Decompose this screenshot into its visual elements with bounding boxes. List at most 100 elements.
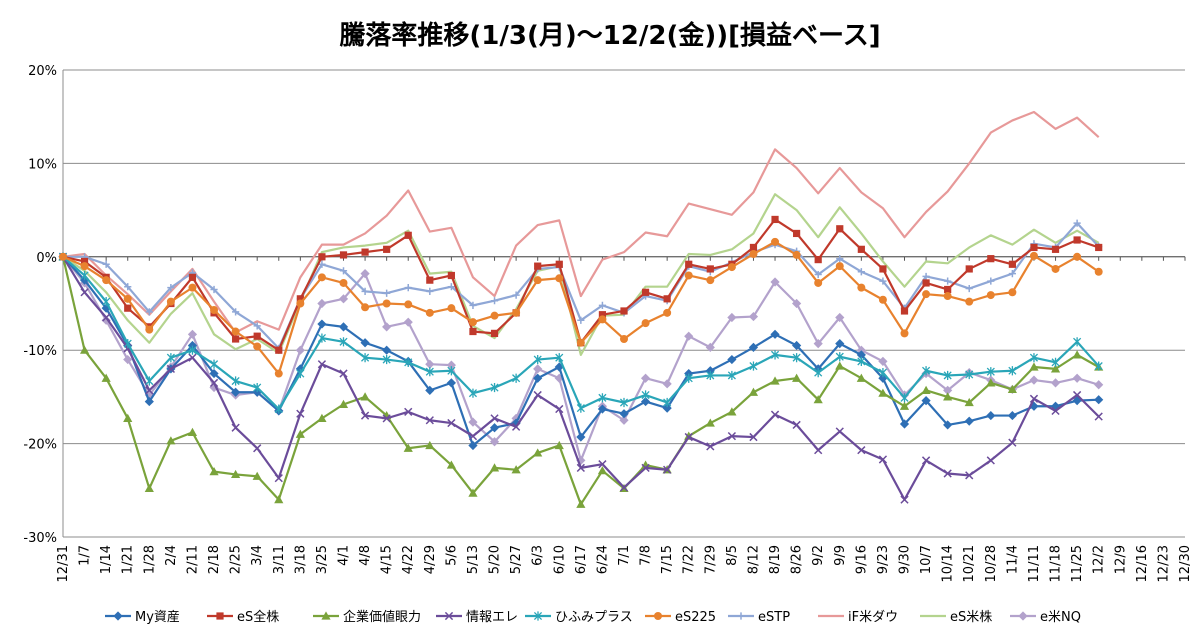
data-point [856,373,866,382]
data-point [662,379,672,389]
data-point [295,345,305,355]
x-tick-label: 9/9 [833,545,848,566]
series-2 [59,215,1103,354]
x-tick-label: 9/30 [898,545,913,574]
data-point [209,359,219,369]
data-point [533,354,542,365]
data-point [447,283,455,291]
series-1 [58,252,1104,451]
x-tick-label: 2/4 [164,545,179,566]
data-point [144,396,154,407]
data-point [124,304,132,312]
data-point [425,367,434,377]
data-point [145,308,153,316]
data-point [986,410,996,421]
data-point [317,413,327,422]
data-point [964,416,974,426]
data-point [619,397,629,408]
data-point [338,294,349,304]
data-point [209,368,219,379]
data-point [295,429,305,438]
data-point [1073,337,1082,347]
data-point [361,303,370,312]
x-tick-label: 4/22 [401,545,416,574]
data-point [554,373,564,383]
data-point [943,385,953,395]
data-point [123,413,133,422]
x-tick-label: 7/8 [639,545,654,566]
data-point [360,269,370,279]
data-point [1073,252,1082,261]
data-point [187,427,198,436]
data-point [814,368,823,378]
data-point [792,340,802,351]
data-point [597,404,608,414]
data-point [641,319,650,328]
data-point [706,265,714,273]
x-tick-label: 12/31 [56,545,71,582]
data-point [1008,366,1017,376]
data-point [317,298,327,309]
data-point [748,387,759,396]
data-point [640,396,651,407]
data-point [965,369,974,380]
data-point [576,403,585,413]
series-9 [62,193,1100,356]
data-point [921,396,931,406]
data-point [361,248,369,256]
data-point [253,342,262,351]
data-point [749,432,758,442]
series-line [62,218,1100,352]
data-point [1029,353,1039,363]
data-point [792,373,802,382]
data-point [512,373,521,383]
data-point [425,359,435,369]
data-point [654,612,662,620]
data-point [598,301,607,309]
data-point [1008,438,1017,447]
data-point [102,260,110,268]
data-point [274,369,283,378]
data-point [987,255,995,263]
data-point [554,362,564,372]
data-point [210,306,219,315]
data-point [533,390,542,400]
legend-label: 情報エレ [466,610,518,625]
data-point [640,373,651,383]
data-point [101,303,111,313]
data-point [770,410,780,419]
data-point [1073,219,1081,227]
x-tick-label: 4/29 [423,545,438,574]
data-point [770,376,780,385]
series-lines [58,110,1104,508]
data-point [338,322,349,332]
x-tick-label: 10/7 [919,545,934,574]
legend-label: eSTP [758,610,790,625]
data-point [922,366,931,376]
data-point [577,316,585,324]
data-point [770,350,780,360]
data-point [296,299,305,308]
data-point [964,397,974,407]
data-point [404,357,413,367]
data-point [444,611,454,621]
y-tick-label: 20% [28,64,57,79]
data-point [382,345,392,355]
data-point [59,252,67,261]
data-point [555,404,564,414]
data-point [296,409,305,418]
data-point [619,415,629,425]
data-point [403,317,413,327]
data-point [641,288,650,296]
data-point [792,298,802,309]
data-point [123,354,133,365]
x-tick-label: 8/26 [790,545,805,574]
legend-label: e米NQ [1040,610,1081,625]
data-point [383,245,391,253]
data-point [360,338,370,348]
data-point [900,495,909,504]
data-point [857,245,865,253]
x-tick-label: 1/14 [99,545,114,574]
data-point [943,370,952,381]
legend-item: iF米ダウ [818,610,898,625]
